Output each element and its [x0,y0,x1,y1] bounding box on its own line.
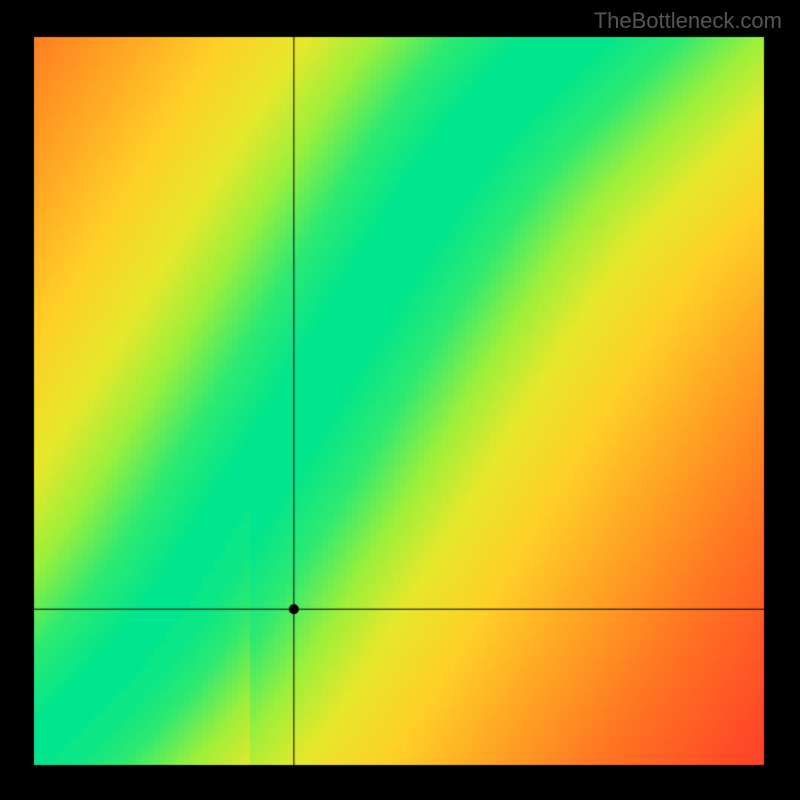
attribution-text: TheBottleneck.com [594,8,782,34]
chart-container: TheBottleneck.com [0,0,800,800]
bottleneck-heatmap-canvas [0,0,800,800]
